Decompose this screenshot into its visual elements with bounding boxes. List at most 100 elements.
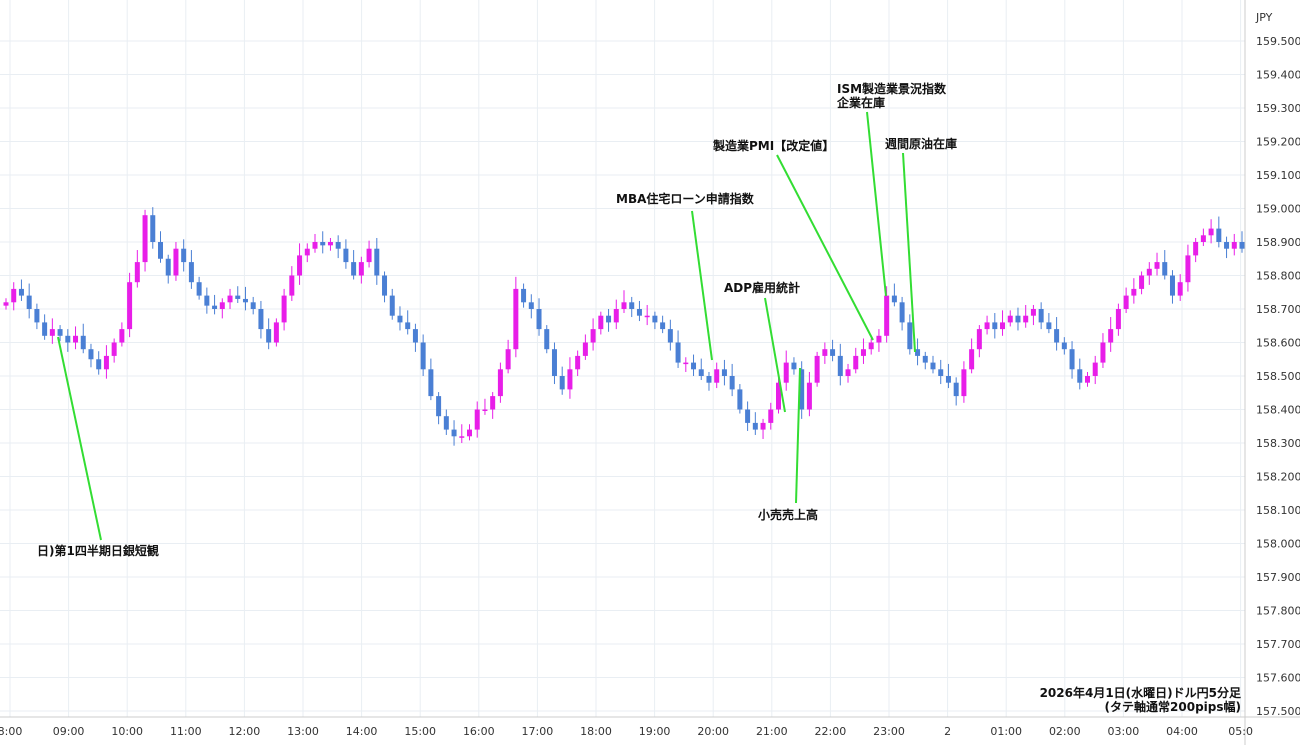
candle-body: [173, 248, 179, 276]
candle-body: [1000, 322, 1006, 330]
x-tick-label: 02:00: [1049, 725, 1081, 738]
candle-body: [961, 369, 967, 397]
candle-body: [436, 396, 442, 417]
candle-body: [837, 355, 843, 376]
candle-body: [420, 342, 426, 370]
candle-body: [953, 382, 959, 397]
candle-body: [822, 349, 828, 356]
candle-body: [1216, 228, 1222, 242]
candle-body: [1123, 295, 1129, 309]
candle-body: [1177, 282, 1183, 296]
candle-body: [57, 329, 63, 336]
y-tick-label: 159.500: [1256, 35, 1300, 48]
candle-body: [3, 302, 9, 306]
chart-footer: 2026年4月1日(水曜日)ドル円5分足 (タテ軸通常200pips幅): [1040, 685, 1241, 714]
candle-body: [1108, 329, 1114, 343]
candle-body: [969, 349, 975, 370]
candle-body: [397, 315, 403, 323]
candle-body: [613, 309, 619, 323]
candle-body: [227, 295, 233, 303]
x-tick-label: 21:00: [756, 725, 788, 738]
event-label: 製造業PMI【改定値】: [712, 138, 834, 153]
y-tick-label: 158.500: [1256, 370, 1300, 383]
candle-body: [1162, 262, 1168, 276]
candle-body: [582, 342, 588, 356]
event-label: 日)第1四半期日銀短観: [37, 543, 159, 558]
candle-body: [660, 322, 666, 330]
candle-body: [289, 275, 295, 296]
candle-body: [188, 262, 194, 283]
candle-body: [181, 248, 187, 263]
candle-body: [737, 389, 743, 410]
candle-body: [915, 349, 921, 356]
event-label: MBA住宅ローン申請指数: [616, 191, 755, 206]
candle-body: [266, 329, 272, 343]
candle-body: [1208, 228, 1214, 236]
candle-body: [698, 369, 704, 376]
candle-body: [1154, 262, 1160, 269]
candle-body: [142, 215, 148, 263]
candle-body: [219, 302, 225, 309]
candle-body: [567, 369, 573, 390]
candle-body: [451, 429, 457, 437]
candle-body: [49, 329, 55, 336]
x-tick-label: 01:00: [990, 725, 1022, 738]
event-label: ADP雇用統計: [724, 280, 800, 295]
candle-body: [88, 349, 94, 360]
y-tick-label: 157.500: [1256, 705, 1300, 718]
candle-body: [1092, 362, 1098, 376]
candle-body: [335, 242, 341, 249]
candle-body: [868, 342, 874, 350]
candle-body: [1139, 275, 1145, 289]
candle-body: [327, 242, 333, 246]
candle-body: [652, 315, 658, 323]
candle-body: [559, 376, 565, 390]
candle-body: [150, 215, 156, 242]
candle-body: [629, 302, 635, 309]
candle-body: [358, 262, 364, 276]
x-tick-label: 10:00: [111, 725, 143, 738]
candle-body: [111, 342, 117, 356]
event-leader-line: [57, 336, 102, 541]
candle-body: [683, 362, 689, 365]
y-tick-label: 157.700: [1256, 638, 1300, 651]
event-leader-line: [776, 154, 874, 341]
candle-body: [65, 335, 71, 343]
candle-body: [1038, 309, 1044, 323]
event-leader-line: [866, 111, 887, 297]
candle-body: [165, 258, 171, 276]
y-tick-label: 158.100: [1256, 504, 1300, 517]
candle-body: [853, 355, 859, 370]
candle-body: [791, 362, 797, 370]
y-tick-label: 157.800: [1256, 605, 1300, 618]
candle-body: [551, 349, 557, 376]
candle-body: [304, 248, 310, 256]
event-leader-line: [691, 210, 713, 361]
candle-body: [204, 295, 210, 306]
y-tick-label: 157.900: [1256, 571, 1300, 584]
candle-body: [1023, 315, 1029, 323]
candle-body: [621, 302, 627, 309]
candle-body: [992, 322, 998, 330]
candle-body: [590, 329, 596, 343]
y-tick-label: 157.600: [1256, 672, 1300, 685]
x-tick-label: 2: [944, 725, 951, 738]
candle-body: [382, 275, 388, 296]
event-leader-line: [902, 152, 916, 353]
candle-body: [80, 335, 86, 350]
y-tick-label: 158.200: [1256, 471, 1300, 484]
y-tick-label: 158.300: [1256, 437, 1300, 450]
candle-body: [907, 322, 913, 350]
candle-body: [467, 429, 472, 437]
candle-body: [281, 295, 287, 323]
footer-scale-note: (タテ軸通常200pips幅): [1105, 699, 1241, 714]
candle-body: [691, 362, 697, 370]
candle-body: [984, 322, 990, 330]
candle-body: [490, 396, 496, 410]
candle-body: [482, 409, 488, 411]
candle-body: [405, 322, 411, 330]
y-tick-label: 158.900: [1256, 236, 1300, 249]
candle-body: [343, 248, 349, 263]
